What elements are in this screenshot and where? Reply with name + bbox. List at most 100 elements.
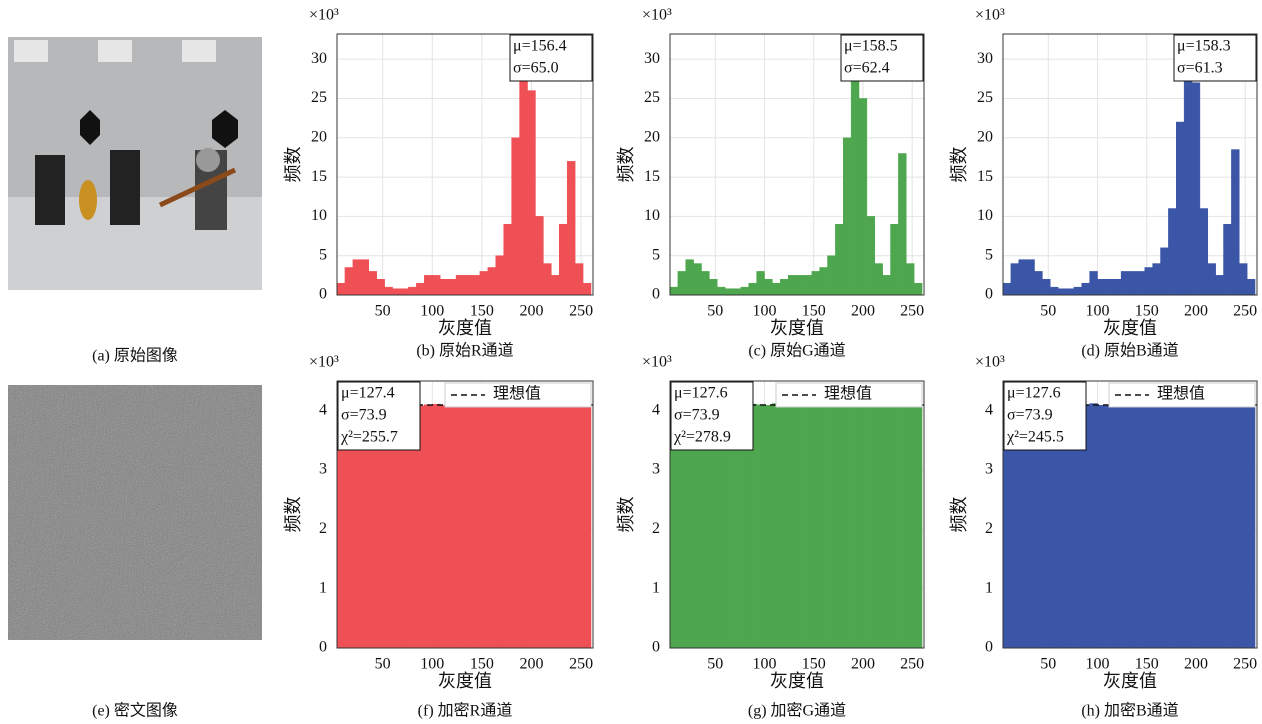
bar	[447, 404, 457, 649]
bar	[400, 288, 409, 296]
x-tick-label: 250	[900, 656, 924, 673]
bar	[795, 403, 805, 649]
bar	[574, 405, 584, 649]
y-tick-label: 25	[977, 89, 993, 106]
bar	[795, 275, 805, 296]
x-axis-label: 灰度值	[438, 318, 492, 338]
bar	[471, 275, 481, 296]
x-tick-label: 200	[851, 303, 875, 320]
bar	[574, 263, 584, 296]
bar	[582, 403, 592, 649]
y-tick-label: 10	[311, 207, 327, 224]
annotation: χ²=255.7	[340, 429, 398, 446]
bar	[1183, 405, 1193, 649]
bar	[913, 405, 923, 649]
x-tick-label: 100	[1086, 656, 1110, 673]
bar	[487, 267, 497, 296]
bar	[1239, 404, 1248, 649]
cipher-image	[8, 385, 262, 640]
bar	[850, 404, 860, 649]
y-multiplier: ×10³	[642, 354, 672, 371]
bar	[416, 282, 425, 296]
plot-frame	[669, 33, 925, 296]
bar	[551, 275, 560, 296]
bar	[1246, 279, 1256, 296]
y-axis-label: 频数	[949, 497, 969, 533]
bar	[1136, 271, 1146, 296]
bar	[1105, 404, 1114, 649]
bar	[717, 286, 726, 296]
bar	[890, 223, 899, 296]
annotation: μ=127.6	[1007, 385, 1061, 402]
bar	[1231, 405, 1240, 649]
x-tick-label: 250	[1233, 303, 1257, 320]
bar	[1057, 288, 1067, 296]
bar	[543, 404, 552, 649]
bar	[890, 403, 899, 649]
y-tick-label: 20	[311, 128, 327, 145]
bar	[787, 275, 797, 296]
chart: 50 100 150 200 250 0 5 10 15 20 25 30 ×10³ 灰度值 频数 (b) 原…	[283, 7, 594, 360]
y-tick-label: 1	[319, 579, 327, 596]
bar	[874, 404, 883, 649]
chart: 理想值 50 100 150 200 250 0 1 2 3 4 ×10³ 灰度值 频数 (g) 加密G通道…	[616, 354, 925, 720]
bar	[408, 286, 417, 296]
bar	[582, 282, 592, 296]
bar	[780, 279, 789, 296]
y-tick-label: 0	[319, 286, 327, 303]
bar	[1191, 404, 1201, 649]
bar	[858, 98, 868, 296]
x-tick-label: 150	[802, 656, 826, 673]
plot-frame	[336, 33, 594, 296]
bar	[1050, 286, 1059, 296]
x-tick-label: 200	[519, 656, 543, 673]
bar	[344, 267, 354, 296]
bar	[906, 403, 915, 649]
bar	[1010, 263, 1020, 296]
x-tick-label: 250	[569, 303, 593, 320]
x-tick-label: 50	[707, 303, 723, 320]
annotation: μ=158.3	[1177, 38, 1231, 55]
y-axis-label: 频数	[616, 497, 636, 533]
bar	[1231, 149, 1240, 296]
bar	[835, 405, 844, 649]
bar	[1128, 404, 1138, 649]
y-tick-label: 4	[652, 401, 660, 418]
bar	[368, 271, 377, 296]
bar	[787, 405, 797, 649]
bar	[511, 137, 520, 296]
bar	[360, 259, 370, 296]
x-tick-label: 100	[753, 656, 777, 673]
y-multiplier: ×10³	[309, 7, 339, 24]
bar	[1018, 259, 1027, 296]
bar	[463, 405, 473, 649]
bar	[1191, 82, 1201, 296]
bar	[866, 405, 876, 649]
bar	[756, 404, 765, 649]
annotation: χ²=245.5	[1006, 429, 1064, 446]
annotation-box	[509, 34, 593, 82]
y-tick-label: 2	[985, 520, 993, 537]
bar	[1136, 405, 1146, 649]
chart-title: (c) 原始G通道	[748, 342, 845, 360]
y-tick-label: 30	[311, 50, 327, 67]
y-tick-label: 1	[652, 579, 660, 596]
x-tick-label: 150	[470, 656, 494, 673]
bar	[724, 288, 734, 296]
legend-box	[775, 382, 923, 408]
x-tick-label: 200	[1184, 303, 1208, 320]
legend-label: 理想值	[1157, 385, 1205, 403]
y-tick-label: 15	[977, 168, 993, 185]
annotation: σ=73.9	[1007, 407, 1053, 424]
legend-label: 理想值	[493, 385, 541, 403]
y-tick-label: 5	[985, 246, 993, 263]
bar	[858, 403, 868, 649]
bar	[1152, 263, 1161, 296]
x-tick-label: 250	[1233, 656, 1257, 673]
bar	[424, 275, 433, 296]
bar	[447, 279, 457, 296]
legend-box	[1108, 382, 1256, 408]
bar	[756, 271, 765, 296]
bar	[677, 271, 687, 296]
bar	[527, 90, 536, 296]
